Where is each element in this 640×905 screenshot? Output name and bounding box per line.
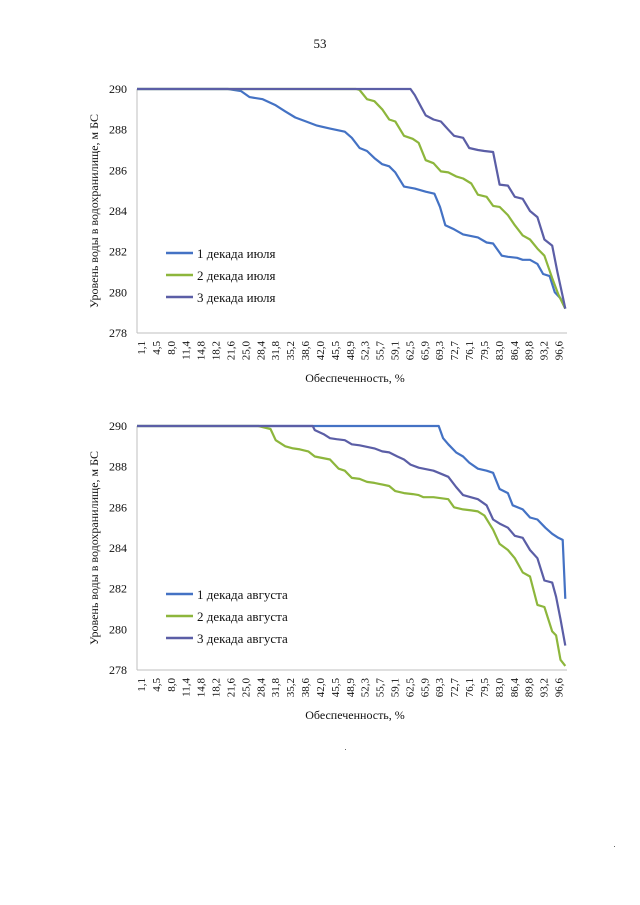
y-tick-label: 286 xyxy=(109,163,127,177)
x-tick-label: 59,1 xyxy=(389,678,401,697)
x-tick-label: 52,3 xyxy=(360,341,372,361)
chart-july: 278 280 282 284 286 288 290 1,1 4,5 8,0 11,4 14,8 18… xyxy=(87,82,567,385)
y-tick-label: 290 xyxy=(109,419,127,433)
x-tick-label: 8,0 xyxy=(166,341,178,355)
x-tick-label: 79,5 xyxy=(479,678,491,698)
x-tick-label: 45,5 xyxy=(330,678,342,698)
x-tick-label: 25,0 xyxy=(240,341,252,361)
series-line-3 xyxy=(137,87,567,309)
x-tick-label: 86,4 xyxy=(509,341,521,361)
x-tick-label: 65,9 xyxy=(419,678,431,698)
legend-label-3: 3 декада июля xyxy=(197,290,275,305)
x-tick-label: 62,5 xyxy=(404,341,416,361)
x-tick-label: 35,2 xyxy=(285,678,297,697)
x-tick-label: 83,0 xyxy=(494,341,506,361)
x-tick-label: 14,8 xyxy=(196,341,208,361)
y-tick-label: 288 xyxy=(109,460,127,474)
x-tick-label: 83,0 xyxy=(494,678,506,698)
x-tick-label: 21,6 xyxy=(225,678,237,698)
y-tick-label: 282 xyxy=(109,582,127,596)
x-tick-label: 4,5 xyxy=(151,678,163,692)
y-tick-label: 284 xyxy=(109,541,127,555)
y-axis-label: Уровень воды в водохранилище, м БС xyxy=(87,114,101,308)
x-tick-label: 18,2 xyxy=(211,678,223,697)
x-tick-label: 55,7 xyxy=(375,341,387,361)
series-line-1 xyxy=(137,424,567,599)
x-tick-label: 79,5 xyxy=(479,341,491,361)
x-tick-label: 62,5 xyxy=(404,678,416,698)
legend-label-1: 1 декада августа xyxy=(197,587,288,602)
y-tick-label: 280 xyxy=(109,622,127,636)
series-line-1 xyxy=(137,87,567,310)
x-tick-label: 93,2 xyxy=(539,341,551,360)
x-tick-label: 11,4 xyxy=(181,678,193,697)
legend-label-3: 3 декада августа xyxy=(197,631,288,646)
x-axis-label: Обеспеченность, % xyxy=(305,708,405,722)
x-tick-label: 89,8 xyxy=(524,341,536,361)
x-tick-label: 48,9 xyxy=(345,678,357,698)
x-tick-label: 28,4 xyxy=(255,341,267,361)
legend-label-1: 1 декада июля xyxy=(197,246,275,261)
x-tick-label: 86,4 xyxy=(509,678,521,698)
x-tick-label: 93,2 xyxy=(539,678,551,697)
x-tick-label: 55,7 xyxy=(375,678,387,698)
x-tick-label: 25,0 xyxy=(240,678,252,698)
y-tick-label: 278 xyxy=(109,326,127,340)
y-tick-label: 290 xyxy=(109,82,127,96)
x-tick-label: 72,7 xyxy=(449,341,461,361)
x-tick-label: 45,5 xyxy=(330,341,342,361)
y-tick-label: 282 xyxy=(109,245,127,259)
x-tick-label: 8,0 xyxy=(166,678,178,692)
x-tick-label: 69,3 xyxy=(434,341,446,361)
x-tick-label: 96,6 xyxy=(554,341,566,361)
x-tick-label: 31,8 xyxy=(270,678,282,698)
x-tick-label: 4,5 xyxy=(151,341,163,355)
x-tick-label: 14,8 xyxy=(196,678,208,698)
x-tick-label: 48,9 xyxy=(345,341,357,361)
x-tick-label: 31,8 xyxy=(270,341,282,361)
series-line-2 xyxy=(137,424,567,667)
series-line-2 xyxy=(137,87,567,310)
x-tick-label: 59,1 xyxy=(389,341,401,360)
x-tick-label: 18,2 xyxy=(211,341,223,360)
x-tick-label: 42,0 xyxy=(315,678,327,698)
x-tick-label: 35,2 xyxy=(285,341,297,360)
x-tick-label: 11,4 xyxy=(181,341,193,360)
x-tick-label: 76,1 xyxy=(464,341,476,360)
y-tick-label: 288 xyxy=(109,123,127,137)
x-tick-label: 65,9 xyxy=(419,341,431,361)
y-axis-label: Уровень воды в водохранилище, м БС xyxy=(87,451,101,645)
y-tick-label: 280 xyxy=(109,285,127,299)
x-tick-label: 1,1 xyxy=(136,341,148,355)
x-tick-label: 28,4 xyxy=(255,678,267,698)
y-tick-label: 286 xyxy=(109,500,127,514)
legend-label-2: 2 декада июля xyxy=(197,268,275,283)
x-tick-label: 38,6 xyxy=(300,341,312,361)
x-tick-label: 69,3 xyxy=(434,678,446,698)
y-tick-label: 278 xyxy=(109,663,127,677)
x-tick-label: 72,7 xyxy=(449,678,461,698)
chart-august: 278 280 282 284 286 288 290 1,1 4,5 8,0 11,4 14,8 18… xyxy=(87,419,567,722)
x-tick-label: 52,3 xyxy=(360,678,372,698)
x-tick-label: 76,1 xyxy=(464,678,476,697)
scan-speck xyxy=(614,846,615,847)
x-tick-label: 1,1 xyxy=(136,678,148,692)
page-number: 53 xyxy=(313,36,327,51)
x-tick-label: 42,0 xyxy=(315,341,327,361)
x-tick-label: 38,6 xyxy=(300,678,312,698)
x-axis-label: Обеспеченность, % xyxy=(305,371,405,385)
x-tick-label: 89,8 xyxy=(524,678,536,698)
scan-speck xyxy=(345,749,346,750)
y-tick-label: 284 xyxy=(109,204,127,218)
legend-label-2: 2 декада августа xyxy=(197,609,288,624)
x-tick-label: 96,6 xyxy=(554,678,566,698)
x-tick-label: 21,6 xyxy=(225,341,237,361)
series-line-3 xyxy=(137,424,567,646)
